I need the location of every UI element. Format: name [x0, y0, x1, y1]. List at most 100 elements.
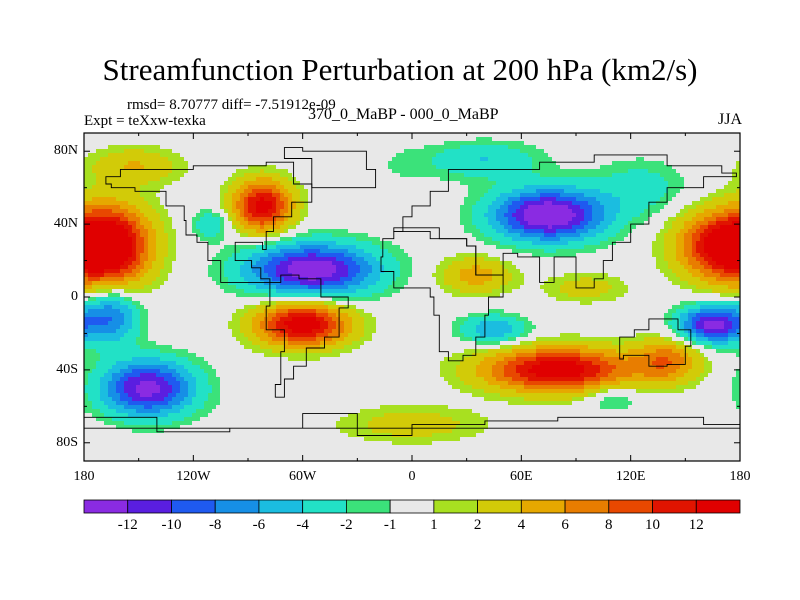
field-cell [700, 133, 705, 138]
field-cell [484, 185, 489, 190]
field-cell [124, 189, 129, 194]
field-cell [180, 185, 185, 190]
field-cell [288, 245, 293, 250]
field-cell [576, 169, 581, 174]
field-cell [204, 145, 209, 150]
field-cell [656, 217, 661, 222]
field-cell [164, 253, 169, 258]
field-cell [680, 249, 685, 254]
field-cell [96, 177, 101, 182]
field-cell [332, 177, 337, 182]
field-cell [596, 193, 601, 198]
field-cell [528, 201, 533, 206]
field-cell [488, 201, 493, 206]
field-cell [416, 149, 421, 154]
field-cell [252, 253, 257, 258]
field-cell [164, 221, 169, 226]
field-cell [192, 185, 197, 190]
field-cell [196, 149, 201, 154]
field-cell [320, 177, 325, 182]
field-cell [264, 145, 269, 150]
field-cell [424, 173, 429, 178]
field-cell [556, 237, 561, 242]
field-cell [528, 189, 533, 194]
field-cell [440, 137, 445, 142]
field-cell [400, 209, 405, 214]
field-cell [160, 209, 165, 214]
field-cell [112, 245, 117, 250]
field-cell [104, 165, 109, 170]
field-cell [316, 209, 321, 214]
field-cell [268, 197, 273, 202]
field-cell [660, 233, 665, 238]
field-cell [640, 237, 645, 242]
field-cell [216, 153, 221, 158]
field-cell [324, 169, 329, 174]
field-cell [636, 229, 641, 234]
field-cell [584, 173, 589, 178]
field-cell [532, 185, 537, 190]
field-cell [520, 161, 525, 166]
field-cell [432, 225, 437, 230]
field-cell [716, 209, 721, 214]
field-cell [524, 249, 529, 254]
field-cell [616, 177, 621, 182]
field-cell [164, 145, 169, 150]
field-cell [304, 197, 309, 202]
field-cell [448, 233, 453, 238]
field-cell [400, 185, 405, 190]
field-cell [280, 153, 285, 158]
field-cell [480, 229, 485, 234]
field-cell [580, 141, 585, 146]
field-cell [552, 145, 557, 150]
field-cell [528, 141, 533, 146]
field-cell [520, 245, 525, 250]
field-cell [656, 181, 661, 186]
field-cell [308, 237, 313, 242]
field-cell [476, 137, 481, 142]
field-cell [128, 221, 133, 226]
field-cell [364, 209, 369, 214]
field-cell [404, 181, 409, 186]
field-cell [364, 133, 369, 138]
field-cell [196, 153, 201, 158]
field-cell [396, 133, 401, 138]
field-cell [400, 181, 405, 186]
field-cell [300, 237, 305, 242]
field-cell [700, 153, 705, 158]
field-cell [172, 205, 177, 210]
field-cell [304, 225, 309, 230]
field-cell [432, 133, 437, 138]
field-cell [352, 153, 357, 158]
field-cell [368, 185, 373, 190]
field-cell [436, 205, 441, 210]
field-cell [604, 197, 609, 202]
field-cell [240, 169, 245, 174]
field-cell [636, 181, 641, 186]
field-cell [92, 237, 97, 242]
field-cell [496, 165, 501, 170]
field-cell [160, 253, 165, 258]
field-cell [284, 197, 289, 202]
field-cell [116, 217, 121, 222]
field-cell [148, 205, 153, 210]
field-cell [732, 213, 737, 218]
field-cell [240, 245, 245, 250]
field-cell [516, 225, 521, 230]
field-cell [168, 149, 173, 154]
field-cell [120, 241, 125, 246]
field-cell [100, 169, 105, 174]
field-cell [452, 137, 457, 142]
field-cell [548, 233, 553, 238]
field-cell [428, 181, 433, 186]
field-cell [380, 241, 385, 246]
field-cell [96, 137, 101, 142]
field-cell [176, 201, 181, 206]
field-cell [240, 141, 245, 146]
field-cell [480, 173, 485, 178]
field-cell [316, 197, 321, 202]
field-cell [236, 141, 241, 146]
field-cell [312, 197, 317, 202]
field-cell [140, 141, 145, 146]
field-cell [384, 141, 389, 146]
